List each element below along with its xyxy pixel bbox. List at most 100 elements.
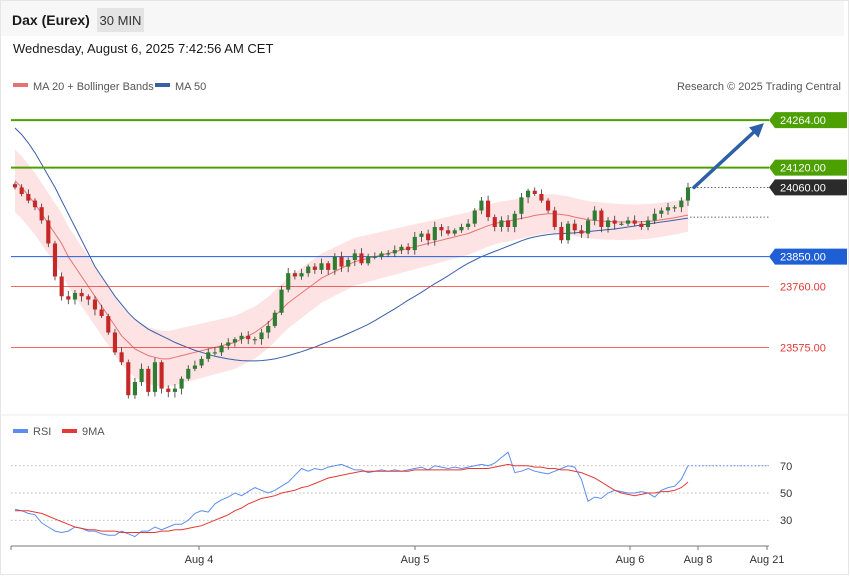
candle-body — [119, 352, 124, 363]
current-price-label: 24060.00 — [780, 182, 826, 194]
candle-body — [419, 233, 424, 237]
price-tags: 24264.00 24120.00 24060.00 23850.00 23760.00… — [769, 112, 847, 354]
candle-body — [332, 256, 337, 270]
legend-ma20-swatch — [13, 83, 28, 87]
candle — [86, 294, 91, 306]
candle — [166, 385, 171, 398]
candle — [26, 189, 31, 204]
candle-body — [499, 220, 504, 227]
candle — [446, 226, 451, 236]
candle — [585, 217, 591, 239]
legend-ma20-label: MA 20 + Bollinger Bands — [33, 81, 154, 93]
rsi-tick-label: 30 — [780, 515, 792, 527]
candle — [552, 206, 557, 230]
candle-body — [599, 210, 604, 227]
candle-body — [206, 352, 211, 359]
candle — [266, 320, 271, 339]
candle-body — [552, 210, 557, 227]
candle — [472, 208, 477, 227]
candle — [459, 223, 464, 233]
candle-body — [459, 226, 464, 231]
x-axis-label: Aug 6 — [616, 554, 645, 566]
candle-body — [326, 263, 331, 270]
x-axis-label: Aug 5 — [401, 554, 430, 566]
candle — [292, 270, 297, 280]
candle-body — [266, 325, 271, 333]
candle-body — [412, 236, 417, 251]
candle — [186, 365, 191, 381]
candle — [532, 187, 537, 196]
candle-body — [112, 332, 118, 353]
candle — [652, 208, 657, 225]
legend-rsi-ma-swatch — [62, 429, 77, 433]
candle-body — [352, 253, 357, 260]
candle — [512, 210, 517, 233]
candle-body — [632, 220, 637, 224]
candle-body — [472, 210, 477, 224]
candle — [379, 251, 384, 260]
candle — [259, 328, 264, 345]
candle — [526, 188, 531, 204]
candle — [59, 272, 64, 301]
x-axis: Aug 4 Aug 5 Aug 6 Aug 8 Aug 21 — [10, 546, 784, 566]
candle-body — [259, 332, 264, 340]
candle — [72, 289, 78, 305]
candle — [372, 252, 377, 260]
resistance-tag — [769, 112, 847, 129]
candle — [506, 215, 511, 232]
candle — [419, 230, 424, 242]
candle — [326, 260, 331, 275]
candle-body — [279, 289, 284, 313]
candle-body — [665, 207, 671, 211]
candle — [52, 240, 58, 281]
candle — [486, 195, 491, 222]
candle-body — [585, 220, 591, 234]
x-axis-label: Aug 8 — [684, 554, 713, 566]
target-arrow-head — [749, 123, 764, 138]
legend-ma50-swatch — [155, 83, 170, 87]
resistance-tag-label: 24120.00 — [780, 163, 826, 175]
candle — [252, 336, 257, 345]
candle-body — [299, 273, 304, 277]
candle — [366, 253, 371, 266]
candle-body — [685, 187, 691, 201]
candle-body — [32, 200, 38, 208]
timeframe-button[interactable]: 30 MIN — [97, 8, 144, 32]
rsi-tick-label: 70 — [780, 461, 792, 473]
candle-body — [232, 339, 237, 343]
candle-body — [19, 187, 24, 195]
candle — [286, 267, 291, 293]
candle — [339, 251, 344, 272]
target-arrow — [692, 123, 764, 190]
candle-body — [52, 243, 58, 277]
candle-body — [92, 299, 98, 310]
candle-body — [386, 253, 391, 255]
resistance-tag-label: 24264.00 — [780, 115, 826, 127]
candle — [665, 202, 671, 215]
candle — [466, 219, 471, 230]
candle-body — [139, 368, 144, 383]
candle-body — [79, 292, 84, 297]
candle-body — [679, 200, 684, 208]
support-minor-label: 23760.00 — [780, 281, 826, 293]
candle — [32, 198, 38, 211]
legend-rsi-label: RSI — [33, 426, 51, 438]
candle — [612, 215, 617, 230]
candle — [192, 360, 197, 372]
candle-body — [199, 358, 204, 366]
candle — [239, 332, 244, 344]
candle — [206, 348, 211, 362]
candle-body — [432, 226, 437, 241]
candle-body — [639, 223, 644, 227]
candle — [679, 197, 684, 213]
candle-body — [66, 296, 71, 300]
candle-body — [439, 226, 444, 231]
candle-body — [12, 184, 18, 188]
candle — [146, 365, 151, 397]
candle-body — [26, 194, 31, 201]
support-tag-label: 23850.00 — [780, 252, 826, 264]
ma20-line — [14, 180, 689, 360]
candle — [106, 313, 111, 335]
candle-body — [492, 217, 497, 227]
candle — [12, 182, 18, 190]
